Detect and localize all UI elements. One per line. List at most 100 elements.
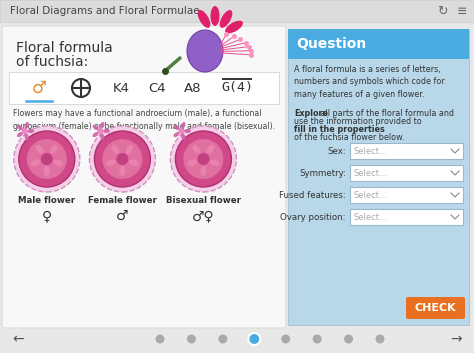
Ellipse shape [103,129,110,133]
Ellipse shape [187,30,223,72]
Text: Female flower: Female flower [88,196,157,205]
Ellipse shape [100,133,104,140]
Text: ♀: ♀ [42,209,52,223]
FancyBboxPatch shape [350,209,463,225]
Ellipse shape [219,10,232,28]
Circle shape [22,128,28,134]
FancyBboxPatch shape [406,297,465,319]
Text: Floral Diagrams and Floral Formulae: Floral Diagrams and Floral Formulae [10,6,200,16]
Text: fill in the properties: fill in the properties [294,125,385,134]
Circle shape [219,335,228,343]
Ellipse shape [207,145,214,154]
Ellipse shape [119,166,126,176]
Ellipse shape [181,133,185,140]
Text: Select...: Select... [354,146,388,156]
Ellipse shape [198,10,210,28]
Text: Floral formula: Floral formula [16,41,113,55]
Text: Sex:: Sex: [327,146,346,156]
Circle shape [178,128,184,134]
Circle shape [14,126,80,192]
FancyBboxPatch shape [288,29,469,59]
Ellipse shape [54,160,63,166]
FancyBboxPatch shape [350,187,463,203]
Text: of fuchsia:: of fuchsia: [16,55,88,69]
Ellipse shape [201,166,206,176]
Text: ♂: ♂ [32,79,46,97]
Ellipse shape [92,125,99,130]
Text: Flowers may have a functional androecium (male), a functional
gynoecium (female): Flowers may have a functional androecium… [13,109,275,131]
Ellipse shape [44,166,50,176]
Circle shape [102,139,142,179]
Text: Select...: Select... [354,168,388,178]
Text: →: → [450,332,462,346]
Text: Bisexual flower: Bisexual flower [166,196,241,205]
FancyBboxPatch shape [288,29,469,325]
Ellipse shape [210,6,219,26]
Circle shape [27,139,67,179]
Text: Select...: Select... [354,191,388,199]
Text: Question: Question [296,37,366,51]
Circle shape [183,139,223,179]
Circle shape [155,335,164,343]
Ellipse shape [184,129,191,133]
Text: ←: ← [12,332,24,346]
FancyBboxPatch shape [9,72,279,104]
Ellipse shape [100,122,104,129]
FancyBboxPatch shape [350,143,463,159]
Ellipse shape [126,145,133,154]
Ellipse shape [181,122,185,129]
Text: K4: K4 [112,82,129,95]
Text: ≡: ≡ [457,5,467,18]
Ellipse shape [36,145,44,154]
Text: A floral formula is a series of letters,
numbers and symbols which code for
many: A floral formula is a series of letters,… [294,65,445,99]
Ellipse shape [111,145,119,154]
Circle shape [41,153,53,165]
Ellipse shape [92,132,99,137]
Text: C4: C4 [148,82,166,95]
Circle shape [344,335,353,343]
Text: all parts of the floral formula and: all parts of the floral formula and [318,109,454,118]
Ellipse shape [30,160,40,166]
Ellipse shape [225,21,243,33]
Ellipse shape [173,132,180,137]
Text: Explore: Explore [294,109,328,118]
Circle shape [375,335,384,343]
Text: ♂: ♂ [116,209,128,223]
Ellipse shape [173,125,180,130]
Circle shape [19,131,75,187]
Ellipse shape [27,129,34,133]
Text: Select...: Select... [354,213,388,221]
Text: Symmetry:: Symmetry: [299,168,346,178]
Ellipse shape [17,132,23,137]
Circle shape [197,153,210,165]
Ellipse shape [25,133,29,140]
Circle shape [94,131,150,187]
FancyBboxPatch shape [350,165,463,181]
Text: Ovary position:: Ovary position: [281,213,346,221]
Ellipse shape [192,145,200,154]
Text: Fused features:: Fused features: [279,191,346,199]
Circle shape [248,333,260,345]
Text: G(4): G(4) [221,82,253,95]
Text: Male flower: Male flower [18,196,75,205]
Circle shape [313,335,322,343]
Circle shape [281,335,290,343]
Ellipse shape [187,160,197,166]
Ellipse shape [17,125,23,130]
Ellipse shape [106,160,116,166]
Circle shape [97,128,103,134]
Text: A8: A8 [184,82,202,95]
Text: ↻: ↻ [437,5,447,18]
Ellipse shape [210,160,219,166]
FancyBboxPatch shape [2,26,286,328]
Text: ♂♀: ♂♀ [192,209,215,223]
Circle shape [90,126,155,192]
Circle shape [170,126,237,192]
Circle shape [187,335,196,343]
Circle shape [117,153,128,165]
Text: CHECK: CHECK [415,303,456,313]
Circle shape [175,131,231,187]
Ellipse shape [50,145,58,154]
FancyBboxPatch shape [0,0,474,22]
Ellipse shape [25,122,29,129]
